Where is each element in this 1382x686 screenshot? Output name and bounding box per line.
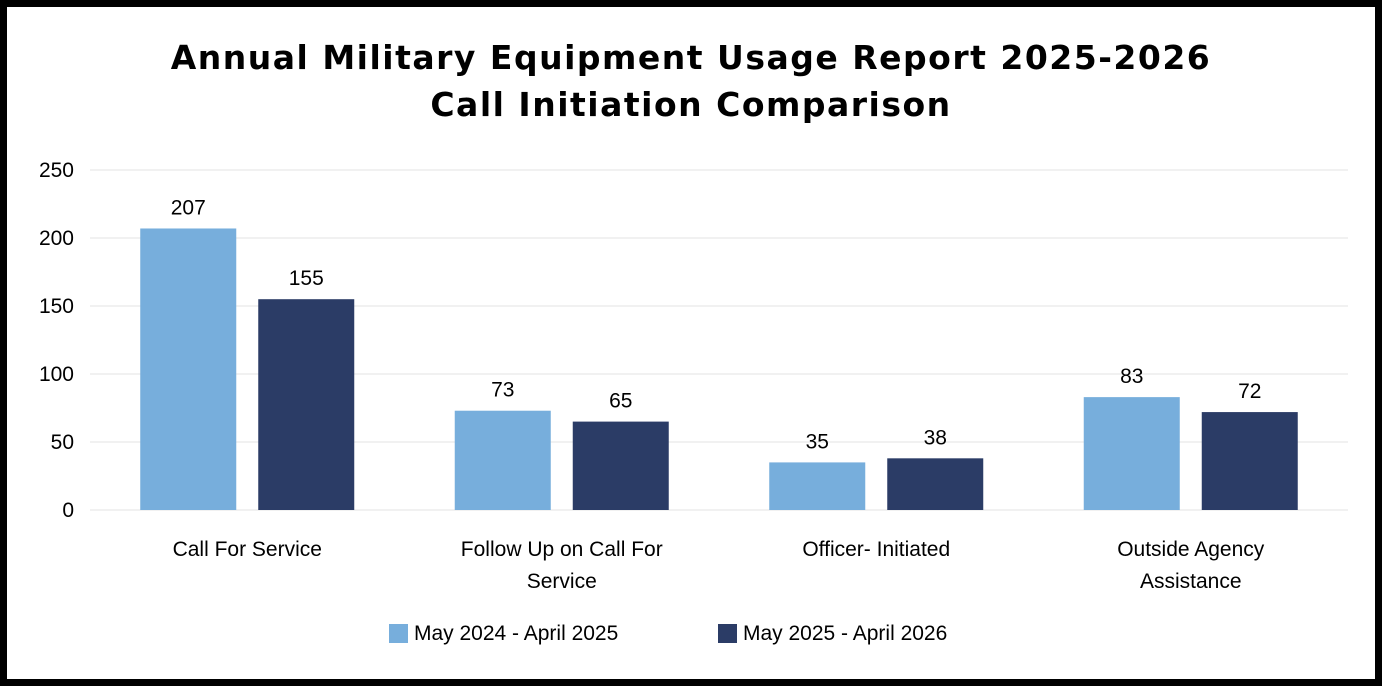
bar [140,228,237,511]
bars [140,228,1298,511]
data-label: 65 [609,390,632,413]
legend: May 2024 - April 2025 May 2025 - April 20… [389,622,947,645]
bar [1083,397,1180,510]
legend-swatch [389,624,408,643]
bar [769,462,866,510]
x-category-label-line: Service [527,570,597,593]
y-tick-label: 100 [39,363,74,386]
legend-label: May 2024 - April 2025 [414,622,618,645]
y-axis-ticks: 0 50 100 150 200 250 [39,159,74,522]
x-category-label-line: Outside Agency [1117,538,1265,561]
data-label: 38 [924,426,947,449]
bar [572,421,669,510]
chart-subtitle: Call Initiation Comparison [430,85,952,124]
x-category-label: Officer- Initiated [802,538,950,561]
bar [887,458,984,510]
y-tick-label: 150 [39,295,74,318]
data-labels: 207 155 73 65 35 38 83 72 [171,196,1262,453]
data-label: 155 [289,267,324,290]
y-tick-label: 50 [51,431,74,454]
data-label: 35 [806,430,829,453]
y-tick-label: 250 [39,159,74,182]
x-category-label-line: Call For Service [173,538,322,561]
x-category-label-line: Follow Up on Call For [461,538,663,561]
data-label: 207 [171,196,206,219]
y-tick-label: 200 [39,227,74,250]
legend-swatch [718,624,737,643]
bar [1201,412,1298,510]
x-axis-categories: Call For Service Follow Up on Call For Ser… [173,538,1265,593]
x-category-label-line: Officer- Initiated [802,538,950,561]
x-category-label: Outside Agency Assistance [1117,538,1265,593]
x-category-label-line: Assistance [1140,570,1242,593]
bar [454,410,551,510]
bar [258,299,355,510]
chart-title: Annual Military Equipment Usage Report 2… [170,38,1212,77]
x-category-label: Follow Up on Call For Service [461,538,663,593]
legend-label: May 2025 - April 2026 [743,622,947,645]
data-label: 83 [1120,365,1143,388]
y-tick-label: 0 [62,499,74,522]
data-label: 72 [1238,380,1261,403]
x-category-label: Call For Service [173,538,322,561]
data-label: 73 [491,379,514,402]
chart-title-block: Annual Military Equipment Usage Report 2… [0,34,1382,128]
